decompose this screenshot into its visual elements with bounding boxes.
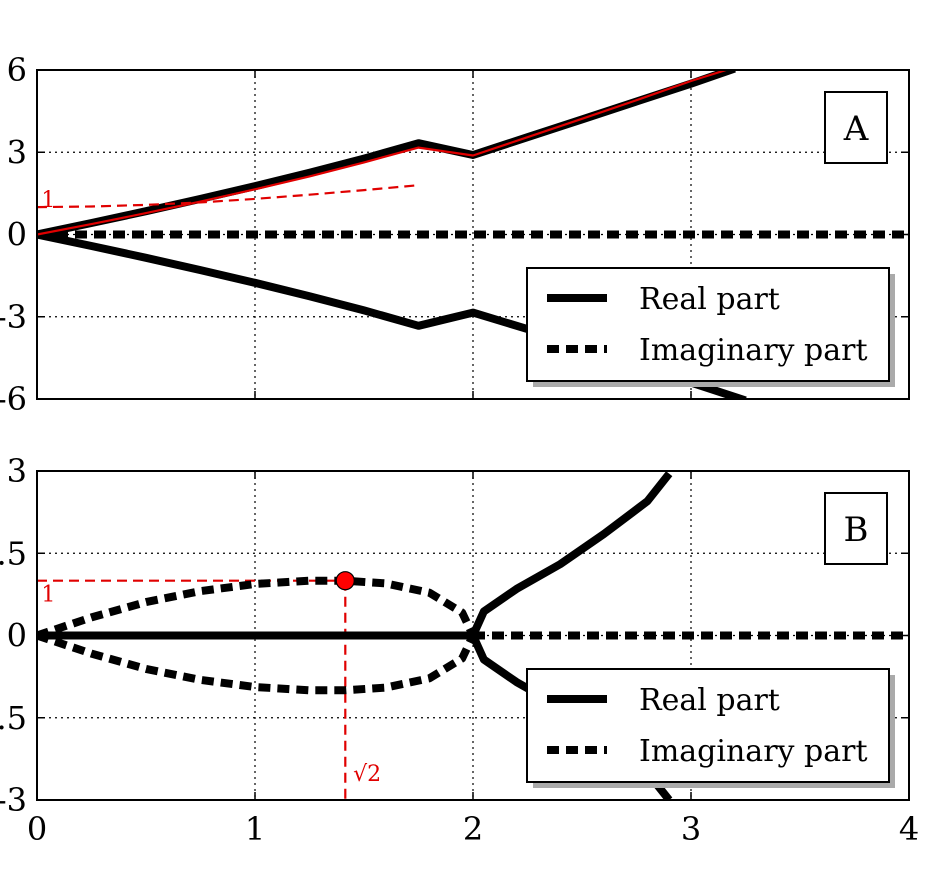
y-tick-label: 3 — [7, 452, 27, 490]
annotation-label: 1 — [41, 583, 55, 608]
x-tick-label: 2 — [463, 810, 483, 848]
series-line-4 — [37, 631, 477, 695]
y-tick-label: 0 — [7, 216, 27, 254]
legend-label: Imaginary part — [639, 734, 868, 769]
x-tick-label: 3 — [681, 810, 701, 848]
panel-label-box: A — [824, 91, 888, 164]
panel-label: A — [843, 109, 869, 149]
annotation-label: √2 — [353, 762, 381, 787]
legend: Real part Imaginary part — [526, 668, 895, 788]
y-tick-label: 0 — [7, 617, 27, 655]
x-tick-label: 1 — [245, 810, 265, 848]
legend: Real part Imaginary part — [526, 267, 895, 387]
panel-a: 6 3 0 -3 -6 1 A Real part Imaginary part — [0, 51, 910, 418]
y-tick-label: -3 — [0, 781, 27, 819]
series-line-3 — [37, 576, 477, 640]
axes-frame — [36, 69, 910, 400]
y-tick-label: 3 — [7, 133, 27, 171]
legend-box — [526, 267, 890, 382]
panel-label: B — [844, 510, 869, 550]
highlight-point — [335, 571, 355, 591]
axes-frame — [36, 470, 910, 801]
panel-label-box: B — [824, 492, 888, 565]
series-line-3 — [37, 70, 730, 236]
y-tick-label: 1.5 — [0, 534, 27, 572]
legend-box — [526, 668, 890, 783]
legend-label: Real part — [639, 683, 780, 718]
legend-label: Real part — [639, 282, 780, 317]
annotation-label: 1 — [41, 188, 55, 213]
x-tick-label: 0 — [27, 810, 47, 848]
series-line-0 — [37, 70, 736, 239]
y-tick-label: -6 — [0, 380, 27, 418]
y-tick-label: -1.5 — [0, 699, 27, 737]
legend-label: Imaginary part — [639, 333, 868, 368]
y-tick-label: -3 — [0, 298, 27, 336]
x-tick-label: 4 — [899, 810, 919, 848]
series-line-1 — [469, 471, 673, 638]
y-tick-label: 6 — [7, 51, 27, 89]
